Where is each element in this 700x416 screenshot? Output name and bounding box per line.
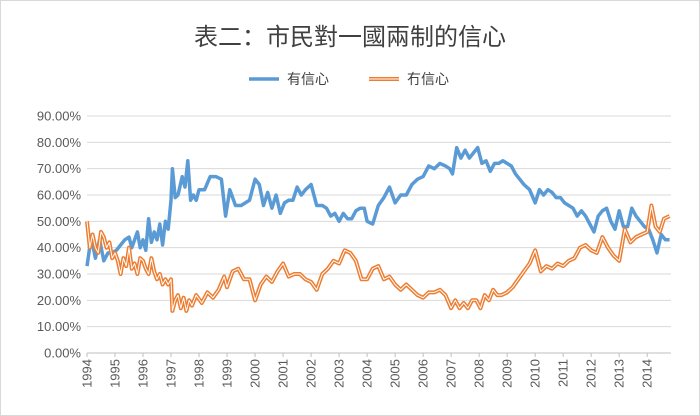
x-tick-label: 2007 — [444, 359, 459, 388]
x-tick-label: 2001 — [276, 359, 291, 388]
x-tick-label: 1997 — [164, 359, 179, 388]
x-tick-label: 2002 — [304, 359, 319, 388]
legend-label: 冇信心 — [407, 72, 449, 88]
x-tick-label: 2014 — [640, 359, 655, 388]
y-tick-label: 60.00% — [37, 188, 82, 203]
x-tick-label: 2005 — [388, 359, 403, 388]
x-tick-label: 1994 — [80, 359, 95, 388]
y-tick-label: 90.00% — [37, 109, 82, 124]
x-tick-label: 2012 — [584, 359, 599, 388]
legend-label: 有信心 — [287, 72, 329, 88]
x-tick-label: 2003 — [332, 359, 347, 388]
x-tick-label: 2000 — [248, 359, 263, 388]
x-tick-label: 1995 — [108, 359, 123, 388]
y-tick-label: 30.00% — [37, 267, 82, 282]
x-tick-label: 2013 — [612, 359, 627, 388]
y-tick-label: 10.00% — [37, 319, 82, 334]
y-tick-label: 50.00% — [37, 214, 82, 229]
y-tick-label: 20.00% — [37, 293, 82, 308]
x-tick-label: 2004 — [360, 359, 375, 388]
x-tick-label: 2006 — [416, 359, 431, 388]
y-tick-label: 70.00% — [37, 161, 82, 176]
chart-title: 表二：市民對一國兩制的信心 — [194, 23, 506, 51]
x-tick-label: 2010 — [528, 359, 543, 388]
x-tick-label: 1996 — [136, 359, 151, 388]
x-tick-label: 2009 — [500, 359, 515, 388]
x-tick-label: 1998 — [192, 359, 207, 388]
x-tick-label: 2008 — [472, 359, 487, 388]
y-tick-label: 80.00% — [37, 135, 82, 150]
x-tick-label: 1999 — [220, 359, 235, 388]
x-tick-label: 2011 — [556, 359, 571, 387]
series-line-inner-2 — [86, 205, 670, 312]
series-line-1 — [85, 145, 670, 267]
y-tick-label: 40.00% — [37, 240, 82, 255]
y-tick-label: 0.00% — [44, 346, 81, 361]
